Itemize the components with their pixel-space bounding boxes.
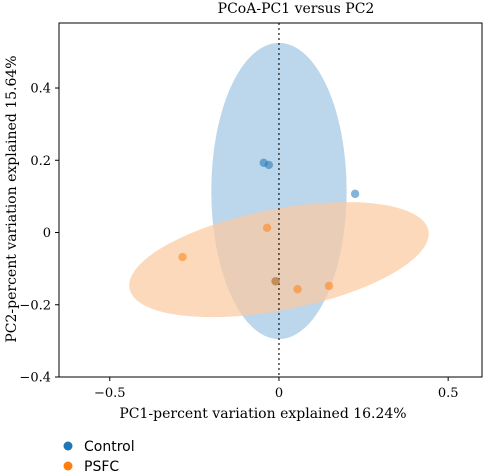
legend-marker-control (63, 441, 73, 451)
x-axis-ticks: −0.5 0 0.5 (94, 377, 459, 401)
legend-label-psfc: PSFC (84, 459, 119, 475)
y-tick-label: 0 (43, 226, 51, 241)
y-axis-ticks: −0.4 −0.2 0 0.2 0.4 (19, 82, 59, 386)
plot-frame (58, 22, 483, 378)
x-tick-label: 0 (275, 386, 283, 401)
point-psfc-2 (293, 285, 302, 294)
x-axis-label: PC1-percent variation explained 16.24% (119, 406, 406, 422)
point-psfc-0 (262, 223, 272, 233)
y-axis-label: PC2-percent variation explained 15.64% (4, 55, 20, 342)
y-tick-label: 0.4 (30, 82, 51, 97)
point-control-1 (264, 160, 274, 170)
chart-title: PCoA-PC1 versus PC2 (218, 1, 375, 17)
legend-item-psfc: PSFC (63, 459, 119, 475)
y-tick-label: −0.4 (19, 371, 51, 386)
point-psfc-1 (178, 252, 187, 262)
legend-marker-psfc (63, 461, 73, 471)
legend-item-control: Control (63, 439, 135, 455)
x-tick-label: −0.5 (94, 386, 126, 401)
y-tick-label: 0.2 (30, 154, 51, 169)
legend-label-control: Control (84, 439, 135, 455)
x-tick-label: 0.5 (438, 386, 459, 401)
point-control-2 (350, 189, 360, 199)
y-tick-label: −0.2 (19, 298, 51, 313)
point-psfc-3 (324, 281, 334, 291)
legend: Control PSFC (63, 439, 135, 475)
point-psfc-4 (271, 277, 280, 286)
data-points (178, 158, 360, 294)
